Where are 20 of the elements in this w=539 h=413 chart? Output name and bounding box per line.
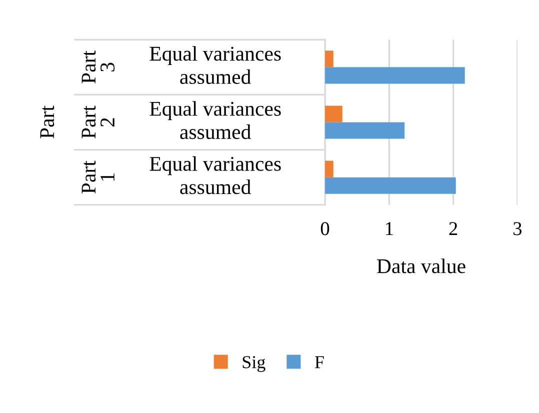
bar xyxy=(325,106,342,122)
text: Part 3 xyxy=(82,50,115,84)
y-tick-label: Equal variances assumed xyxy=(150,46,281,84)
bar xyxy=(325,160,334,178)
legend-label: Sig xyxy=(242,356,266,372)
text: Part 2 xyxy=(82,106,114,138)
text: Part 1 xyxy=(82,160,114,194)
bar xyxy=(325,122,405,139)
y-axis-title: Part xyxy=(40,106,54,138)
y-tick-label: Equal variances assumed xyxy=(150,101,281,140)
bar xyxy=(325,50,334,68)
x-tick-label: 3 xyxy=(514,222,522,236)
bar xyxy=(325,67,465,84)
x-tick-label: 0 xyxy=(320,222,330,236)
bar xyxy=(325,177,456,194)
x-axis-title: Data value xyxy=(377,258,466,274)
x-tick-label: 2 xyxy=(449,222,458,236)
y-tick-label: Equal variances assumed xyxy=(150,156,281,194)
legend-label: F xyxy=(314,356,324,368)
x-tick-label: 1 xyxy=(386,222,393,236)
